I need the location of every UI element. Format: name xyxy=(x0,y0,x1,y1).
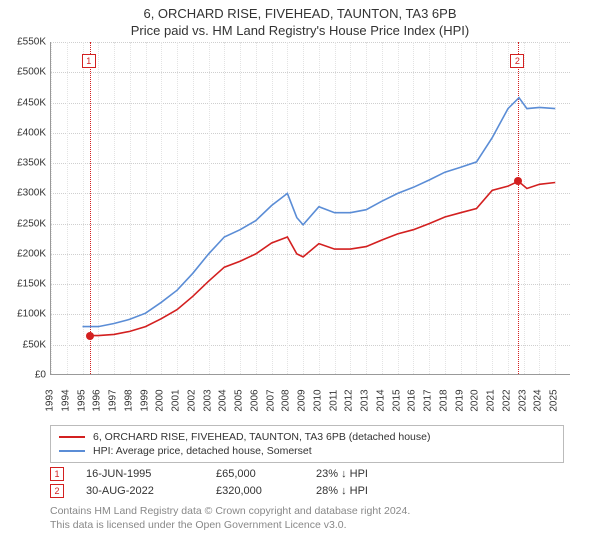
x-axis-label: 2010 xyxy=(312,389,323,411)
x-axis-label: 2009 xyxy=(297,389,308,411)
x-axis-label: 1996 xyxy=(92,389,103,411)
x-axis-label: 2018 xyxy=(438,389,449,411)
title-address: 6, ORCHARD RISE, FIVEHEAD, TAUNTON, TA3 … xyxy=(0,0,600,21)
x-axis-label: 1993 xyxy=(45,389,56,411)
sale-hpi-delta: 23% ↓ HPI xyxy=(316,468,436,480)
x-axis-label: 2023 xyxy=(517,389,528,411)
event-marker-box: 1 xyxy=(82,54,96,68)
sales-list: 1 16-JUN-1995£65,00023% ↓ HPI 2 30-AUG-2022… xyxy=(0,467,600,498)
x-axis-label: 1999 xyxy=(139,389,150,411)
plot-area xyxy=(50,42,570,375)
sale-date: 30-AUG-2022 xyxy=(86,485,216,497)
x-axis-label: 2017 xyxy=(423,389,434,411)
sale-price: £320,000 xyxy=(216,485,316,497)
y-axis-label: £550K xyxy=(2,37,46,48)
x-axis-label: 1995 xyxy=(76,389,87,411)
x-axis-label: 2003 xyxy=(202,389,213,411)
y-axis-label: £250K xyxy=(2,218,46,229)
sale-marker: 1 xyxy=(50,467,64,481)
x-axis-label: 2006 xyxy=(249,389,260,411)
legend-label-hpi: HPI: Average price, detached house, Some… xyxy=(93,445,312,457)
x-axis-label: 2015 xyxy=(391,389,402,411)
y-axis-label: £100K xyxy=(2,309,46,320)
y-axis-label: £450K xyxy=(2,97,46,108)
x-axis-label: 1997 xyxy=(108,389,119,411)
x-axis-label: 2005 xyxy=(234,389,245,411)
series-line-hpi xyxy=(83,98,556,327)
legend-label-paid: 6, ORCHARD RISE, FIVEHEAD, TAUNTON, TA3 … xyxy=(93,431,430,443)
sale-row: 2 30-AUG-2022£320,00028% ↓ HPI xyxy=(50,484,564,498)
x-axis-label: 2016 xyxy=(407,389,418,411)
x-axis-label: 2007 xyxy=(265,389,276,411)
x-axis-label: 2024 xyxy=(533,389,544,411)
sale-date: 16-JUN-1995 xyxy=(86,468,216,480)
legend-swatch-hpi xyxy=(59,450,85,452)
chart-container: £0 £50K £100K £150K £200K £250K £300K £350K £400… xyxy=(0,42,600,419)
y-axis-label: £50K xyxy=(2,339,46,350)
x-axis-label: 1994 xyxy=(60,389,71,411)
y-axis-label: £350K xyxy=(2,158,46,169)
series-line-paid xyxy=(90,181,555,335)
legend: 6, ORCHARD RISE, FIVEHEAD, TAUNTON, TA3 … xyxy=(50,425,564,463)
x-axis-label: 2011 xyxy=(328,390,339,412)
title-subtitle: Price paid vs. HM Land Registry's House … xyxy=(0,21,600,42)
y-axis-label: £200K xyxy=(2,248,46,259)
legend-item-paid: 6, ORCHARD RISE, FIVEHEAD, TAUNTON, TA3 … xyxy=(59,430,555,444)
x-axis-label: 2002 xyxy=(186,389,197,411)
x-axis-label: 2019 xyxy=(454,389,465,411)
sale-marker: 2 xyxy=(50,484,64,498)
attribution: Contains HM Land Registry data © Crown c… xyxy=(50,504,564,532)
x-axis-label: 2014 xyxy=(375,389,386,411)
attribution-line1: Contains HM Land Registry data © Crown c… xyxy=(50,504,564,518)
legend-item-hpi: HPI: Average price, detached house, Some… xyxy=(59,444,555,458)
sale-price: £65,000 xyxy=(216,468,316,480)
x-axis-label: 2020 xyxy=(470,389,481,411)
y-axis-label: £150K xyxy=(2,279,46,290)
y-axis-label: £500K xyxy=(2,67,46,78)
x-axis-label: 2004 xyxy=(218,389,229,411)
x-axis-label: 1998 xyxy=(123,389,134,411)
sale-row: 1 16-JUN-1995£65,00023% ↓ HPI xyxy=(50,467,564,481)
y-axis-label: £300K xyxy=(2,188,46,199)
attribution-line2: This data is licensed under the Open Gov… xyxy=(50,518,564,532)
y-axis-label: £0 xyxy=(2,370,46,381)
sale-hpi-delta: 28% ↓ HPI xyxy=(316,485,436,497)
legend-swatch-paid xyxy=(59,436,85,438)
event-marker-box: 2 xyxy=(510,54,524,68)
series-svg xyxy=(51,42,571,375)
x-axis-label: 2001 xyxy=(171,389,182,411)
x-axis-label: 2022 xyxy=(501,389,512,411)
y-axis-label: £400K xyxy=(2,127,46,138)
x-axis-label: 2025 xyxy=(549,389,560,411)
x-axis-label: 2008 xyxy=(281,389,292,411)
x-axis-label: 2012 xyxy=(344,389,355,411)
x-axis-label: 2021 xyxy=(486,389,497,411)
x-axis-label: 2013 xyxy=(360,389,371,411)
x-axis-label: 2000 xyxy=(155,389,166,411)
